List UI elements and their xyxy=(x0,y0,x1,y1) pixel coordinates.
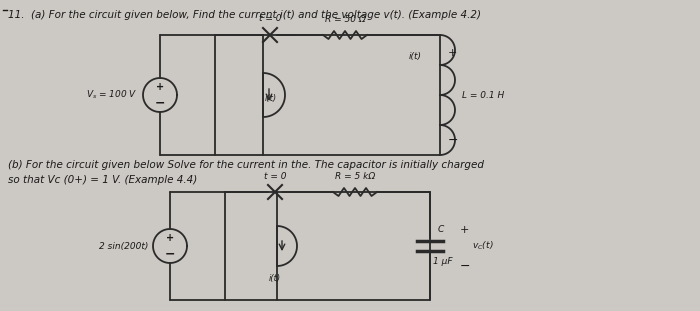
Text: 1 μF: 1 μF xyxy=(433,258,452,267)
Text: R = 50 Ω: R = 50 Ω xyxy=(325,15,365,24)
Text: i(t): i(t) xyxy=(409,53,422,62)
Text: 2 sin(200t): 2 sin(200t) xyxy=(99,242,148,250)
Text: +: + xyxy=(448,48,457,58)
Text: R = 5 kΩ: R = 5 kΩ xyxy=(335,172,375,181)
Text: −: − xyxy=(460,259,470,272)
Text: $V_s$ = 100 V: $V_s$ = 100 V xyxy=(86,89,138,101)
Text: L = 0.1 H: L = 0.1 H xyxy=(462,91,504,100)
Text: i(t): i(t) xyxy=(265,94,277,103)
Text: +: + xyxy=(460,225,470,235)
Text: 11.  (a) For the circuit given below, Find the current i(t) and the voltage v(t): 11. (a) For the circuit given below, Fin… xyxy=(8,10,481,20)
Text: +: + xyxy=(156,82,164,92)
Text: +: + xyxy=(166,233,174,243)
Text: $v_C$(t): $v_C$(t) xyxy=(472,240,493,252)
Text: −: − xyxy=(164,247,175,260)
Text: so that Vᴄ (0+) = 1 V. (Example 4.4): so that Vᴄ (0+) = 1 V. (Example 4.4) xyxy=(8,175,197,185)
Text: t = 0: t = 0 xyxy=(259,14,281,23)
Text: −: − xyxy=(155,96,165,109)
Text: −: − xyxy=(448,133,458,146)
Text: i(t): i(t) xyxy=(269,274,281,283)
Text: C: C xyxy=(438,225,444,234)
Text: t = 0: t = 0 xyxy=(264,172,286,181)
Text: (b) For the circuit given below Solve for the current in the. The capacitor is i: (b) For the circuit given below Solve fo… xyxy=(8,160,484,170)
